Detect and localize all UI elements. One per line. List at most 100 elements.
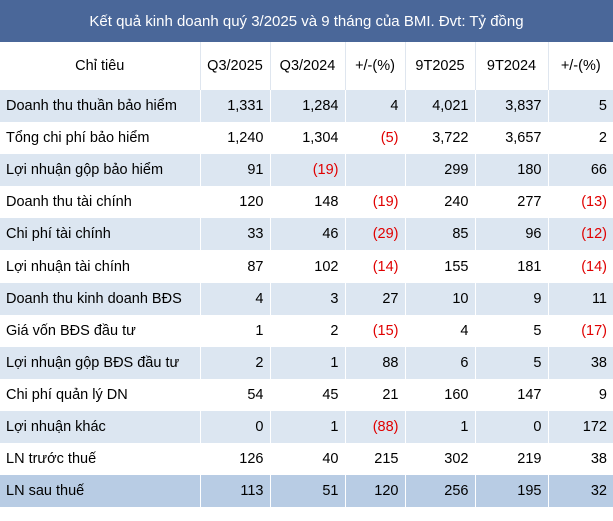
column-header: 9T2024 xyxy=(474,42,548,90)
cell-value: 27 xyxy=(344,282,405,315)
column-header: Q3/2025 xyxy=(199,42,270,90)
cell-value: 1 xyxy=(269,346,345,379)
cell-value: (19) xyxy=(269,154,345,187)
table-row: Chi phí tài chính 33 46 (29) 85 96 (12) xyxy=(0,218,613,251)
cell-value: 113 xyxy=(199,475,270,508)
cell-value: 11 xyxy=(547,282,613,315)
cell-value: 0 xyxy=(474,410,548,444)
cell-value: (13) xyxy=(547,186,613,219)
cell-value: (15) xyxy=(344,314,405,347)
cell-value: (17) xyxy=(547,314,613,347)
row-label: Giá vốn BĐS đầu tư xyxy=(0,314,200,347)
cell-value: 120 xyxy=(344,475,405,508)
table-row: Lợi nhuận khác 0 1 (88) 1 0 172 xyxy=(0,410,613,444)
table-row: Lợi nhuận tài chính 87 102 (14) 155 181 (14) xyxy=(0,250,613,283)
cell-value: 33 xyxy=(199,218,270,251)
cell-value: 46 xyxy=(269,218,345,251)
cell-value: 3 xyxy=(269,282,345,315)
cell-value: 3,722 xyxy=(404,122,475,155)
cell-value: 155 xyxy=(404,250,475,283)
cell-value: (19) xyxy=(344,186,405,219)
cell-value: 85 xyxy=(404,218,475,251)
cell-value: 102 xyxy=(269,250,345,283)
row-label: Chi phí tài chính xyxy=(0,218,200,251)
column-header: +/-(%) xyxy=(547,42,613,90)
row-label: Doanh thu thuần bảo hiểm xyxy=(0,90,200,123)
row-label: Lợi nhuận khác xyxy=(0,410,200,444)
results-table: Chỉ tiêu Q3/2025 Q3/2024 +/-(%) 9T2025 9T2024… xyxy=(0,42,613,508)
row-label: Lợi nhuận gộp bảo hiểm xyxy=(0,154,200,187)
table-row: Tổng chi phí bảo hiểm 1,240 1,304 (5) 3,722 3… xyxy=(0,122,613,155)
cell-value: (5) xyxy=(344,122,405,155)
cell-value: 181 xyxy=(474,250,548,283)
cell-value: 219 xyxy=(474,443,548,476)
cell-value: 1 xyxy=(269,410,345,444)
row-label: Lợi nhuận gộp BĐS đầu tư xyxy=(0,346,200,379)
row-label: Tổng chi phí bảo hiểm xyxy=(0,122,200,155)
cell-value: 1 xyxy=(404,410,475,444)
cell-value: 160 xyxy=(404,378,475,411)
cell-value: 5 xyxy=(474,314,548,347)
cell-value: 4 xyxy=(199,282,270,315)
cell-value: 3,657 xyxy=(474,122,548,155)
cell-value: 2 xyxy=(199,346,270,379)
cell-value: 10 xyxy=(404,282,475,315)
cell-value: 3,837 xyxy=(474,90,548,123)
cell-value: 2 xyxy=(269,314,345,347)
cell-value: (14) xyxy=(547,250,613,283)
row-label: LN sau thuế xyxy=(0,475,200,508)
cell-value: 4,021 xyxy=(404,90,475,123)
table-row: Doanh thu kinh doanh BĐS 4 3 27 10 9 11 xyxy=(0,282,613,315)
cell-value: 148 xyxy=(269,186,345,219)
cell-value: 215 xyxy=(344,443,405,476)
cell-value: 120 xyxy=(199,186,270,219)
cell-value: 4 xyxy=(404,314,475,347)
table-row: Chi phí quản lý DN 54 45 21 160 147 9 xyxy=(0,378,613,411)
cell-value: 147 xyxy=(474,378,548,411)
column-header: Q3/2024 xyxy=(269,42,345,90)
cell-value: 1,240 xyxy=(199,122,270,155)
cell-value: 54 xyxy=(199,378,270,411)
row-label: Doanh thu kinh doanh BĐS xyxy=(0,282,200,315)
column-header: 9T2025 xyxy=(404,42,475,90)
cell-value: 126 xyxy=(199,443,270,476)
cell-value: 21 xyxy=(344,378,405,411)
cell-value: 32 xyxy=(547,475,613,508)
column-header: +/-(%) xyxy=(344,42,405,90)
cell-value: 1,331 xyxy=(199,90,270,123)
cell-value: 1,304 xyxy=(269,122,345,155)
cell-value xyxy=(344,154,405,187)
cell-value: 4 xyxy=(344,90,405,123)
cell-value: 2 xyxy=(547,122,613,155)
table-row: LN trước thuế 126 40 215 302 219 38 xyxy=(0,443,613,476)
cell-value: 38 xyxy=(547,443,613,476)
cell-value: 51 xyxy=(269,475,345,508)
cell-value: 302 xyxy=(404,443,475,476)
table-title: Kết quả kinh doanh quý 3/2025 và 9 tháng… xyxy=(0,0,613,42)
row-label: Lợi nhuận tài chính xyxy=(0,250,200,283)
cell-value: 0 xyxy=(199,410,270,444)
cell-value: 9 xyxy=(474,282,548,315)
table-row: Lợi nhuận gộp BĐS đầu tư 2 1 88 6 5 38 xyxy=(0,346,613,379)
cell-value: 38 xyxy=(547,346,613,379)
cell-value: 9 xyxy=(547,378,613,411)
cell-value: 66 xyxy=(547,154,613,187)
cell-value: 45 xyxy=(269,378,345,411)
cell-value: 1,284 xyxy=(269,90,345,123)
cell-value: 172 xyxy=(547,410,613,444)
cell-value: 91 xyxy=(199,154,270,187)
cell-value: 88 xyxy=(344,346,405,379)
cell-value: 195 xyxy=(474,475,548,508)
row-label: LN trước thuế xyxy=(0,443,200,476)
cell-value: 256 xyxy=(404,475,475,508)
cell-value: 277 xyxy=(474,186,548,219)
column-header: Chỉ tiêu xyxy=(0,42,200,90)
cell-value: 6 xyxy=(404,346,475,379)
row-label: Doanh thu tài chính xyxy=(0,186,200,219)
cell-value: 5 xyxy=(474,346,548,379)
table-row: Doanh thu thuần bảo hiểm 1,331 1,284 4 4,021… xyxy=(0,90,613,123)
cell-value: 87 xyxy=(199,250,270,283)
cell-value: (14) xyxy=(344,250,405,283)
cell-value: (88) xyxy=(344,410,405,444)
